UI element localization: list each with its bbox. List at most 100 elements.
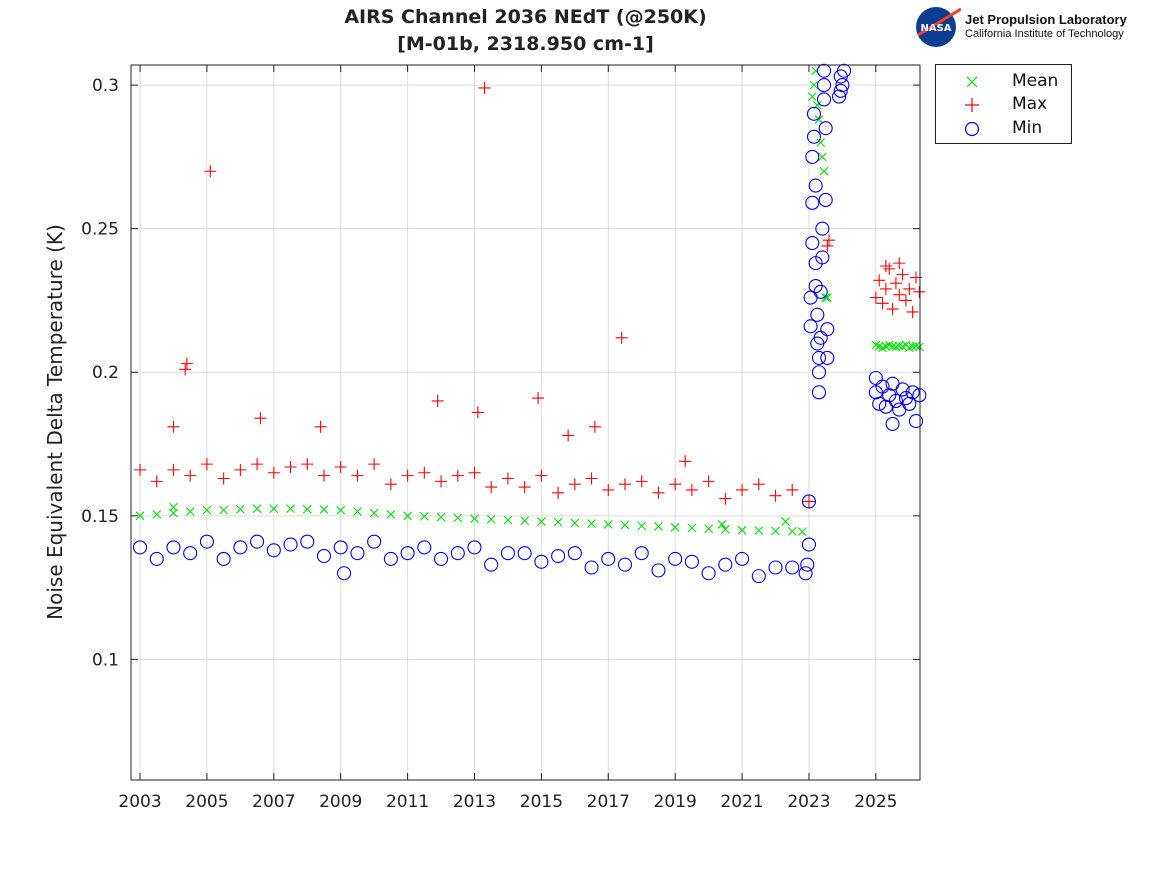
caltech-name: California Institute of Technology — [965, 28, 1124, 40]
point-max — [588, 420, 601, 433]
point-min — [820, 322, 835, 337]
point-min — [199, 534, 214, 549]
y-tick-label: 0.2 — [92, 363, 119, 383]
y-tick-label: 0.25 — [81, 220, 119, 240]
point-mean — [687, 523, 697, 533]
jpl-name: Jet Propulsion Laboratory — [965, 12, 1127, 27]
point-min — [337, 566, 352, 581]
plus-marker-icon — [965, 98, 979, 112]
y-tick-label: 0.15 — [81, 507, 119, 527]
point-mean — [302, 504, 312, 514]
point-mean — [520, 516, 530, 526]
point-max — [903, 282, 916, 295]
point-max — [886, 303, 899, 316]
point-max — [602, 483, 615, 496]
point-mean — [286, 504, 295, 514]
point-mean — [202, 505, 212, 515]
x-marker-icon — [966, 76, 978, 88]
x-tick-label: 2015 — [520, 792, 563, 812]
point-mean — [670, 522, 680, 532]
y-tick-label: 0.3 — [92, 76, 119, 96]
point-max — [786, 483, 799, 496]
point-min — [912, 388, 927, 403]
point-max — [251, 458, 264, 471]
point-min — [166, 540, 181, 555]
point-mean — [914, 342, 924, 352]
point-mean — [135, 511, 145, 521]
point-max — [893, 257, 906, 270]
point-min — [383, 551, 398, 566]
point-min — [534, 554, 549, 569]
point-min — [400, 546, 415, 561]
point-min — [367, 534, 382, 549]
point-min — [908, 414, 924, 429]
point-mean — [536, 517, 546, 526]
point-mean — [570, 518, 580, 528]
point-mean — [771, 526, 780, 536]
x-tick-label: 2017 — [587, 792, 630, 812]
point-mean — [797, 527, 807, 537]
x-tick-label: 2023 — [787, 792, 830, 812]
point-max — [254, 412, 267, 425]
point-max — [899, 294, 912, 307]
point-mean — [436, 512, 446, 522]
point-min — [811, 350, 827, 365]
point-mean — [219, 505, 229, 515]
point-max — [736, 483, 749, 496]
point-max — [876, 297, 889, 310]
point-max — [334, 461, 347, 474]
point-mean — [235, 504, 245, 514]
point-max — [200, 458, 213, 471]
point-mean — [403, 511, 412, 521]
point-mean — [185, 507, 195, 516]
point-mean — [814, 115, 824, 124]
x-tick-label: 2007 — [252, 792, 295, 812]
point-max — [217, 472, 230, 485]
point-max — [769, 489, 782, 502]
point-mean — [252, 504, 262, 514]
point-max — [532, 392, 545, 405]
point-mean — [169, 502, 178, 512]
point-max — [167, 463, 180, 476]
x-tick-label: 2025 — [854, 792, 897, 812]
point-max — [906, 305, 919, 318]
point-mean — [822, 293, 832, 302]
point-min — [808, 178, 823, 193]
point-max — [652, 486, 665, 499]
axes-box — [130, 64, 921, 781]
point-min — [815, 250, 830, 265]
point-mean — [904, 343, 914, 353]
point-mean — [737, 525, 747, 535]
point-max — [150, 475, 163, 488]
point-min — [266, 543, 281, 558]
point-max — [431, 394, 444, 407]
point-max — [823, 234, 836, 247]
point-min — [484, 557, 499, 572]
point-min — [815, 221, 830, 236]
point-mean — [336, 505, 346, 515]
point-mean — [874, 342, 884, 351]
point-min — [798, 566, 813, 581]
legend-item-mean: Mean — [936, 70, 1071, 94]
point-min — [316, 548, 332, 564]
point-min — [895, 382, 910, 397]
point-mean — [878, 343, 887, 353]
point-max — [204, 165, 217, 178]
point-min — [805, 195, 820, 210]
point-max — [719, 492, 732, 505]
point-mean — [386, 509, 396, 519]
x-tick-label: 2011 — [386, 792, 429, 812]
point-min — [905, 385, 920, 400]
point-mean — [717, 520, 727, 529]
point-min — [835, 78, 850, 93]
point-max — [879, 260, 892, 273]
point-min — [701, 566, 716, 581]
point-min — [868, 370, 883, 386]
point-min — [751, 569, 766, 584]
point-max — [562, 429, 575, 442]
point-min — [517, 546, 532, 561]
point-min — [808, 279, 823, 294]
point-max — [802, 495, 815, 508]
